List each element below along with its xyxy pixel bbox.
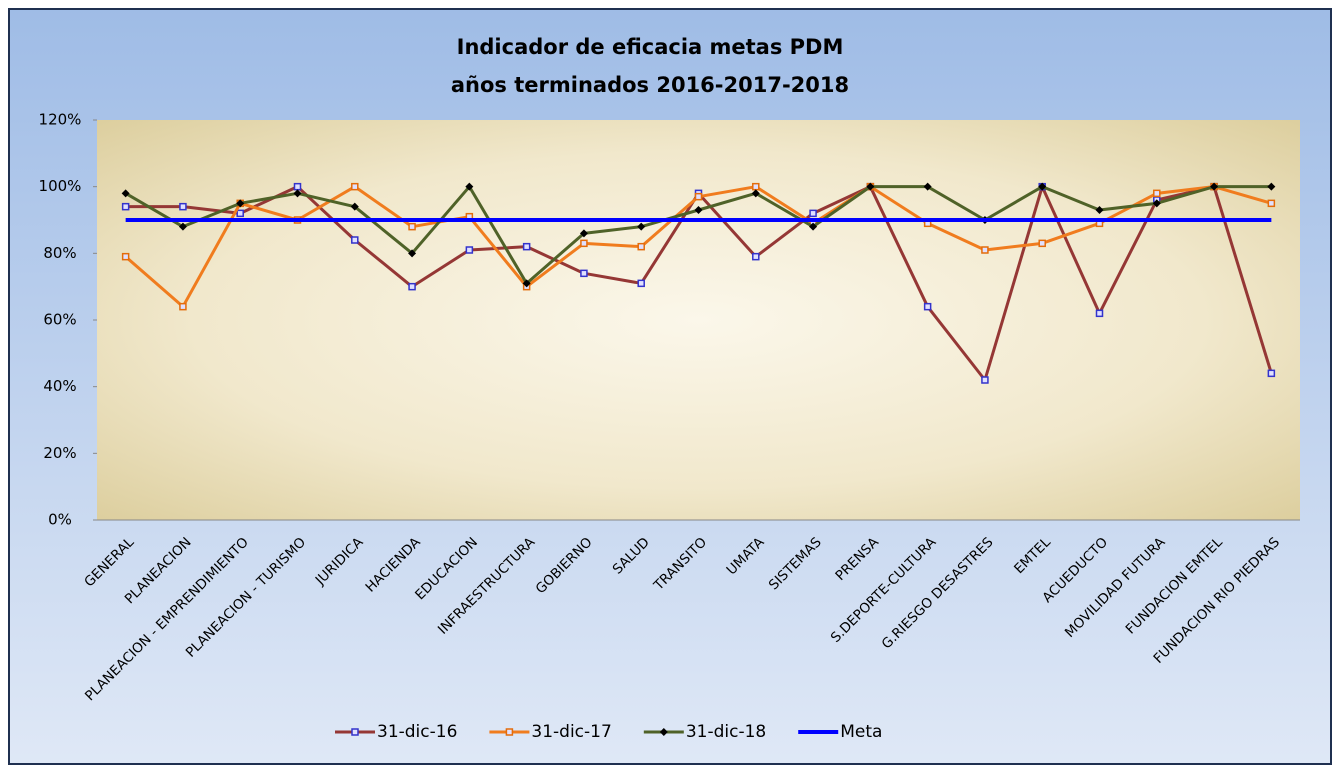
- y-tick-label: 120%: [39, 111, 82, 129]
- line-marker: [293, 182, 302, 191]
- line-marker: [408, 282, 416, 291]
- line-marker: [121, 252, 130, 261]
- line-marker: [580, 239, 588, 248]
- y-tick-label: 100%: [39, 177, 82, 195]
- line-marker: [1095, 206, 1104, 214]
- y-tick-label: 0%: [48, 511, 72, 529]
- chart-subtitle: años terminados 2016-2017-2018: [451, 73, 849, 97]
- line-marker: [121, 189, 130, 198]
- line-marker: [752, 182, 760, 191]
- line-marker: [637, 279, 645, 288]
- line-marker: [408, 249, 417, 258]
- legend-marker: [351, 728, 359, 736]
- line-marker: [981, 246, 989, 254]
- line-marker: [1267, 369, 1276, 378]
- line-marker: [179, 202, 187, 211]
- line-marker: [1153, 189, 1161, 198]
- line-marker: [637, 222, 646, 231]
- line-marker: [981, 376, 989, 384]
- line-marker: [866, 182, 875, 191]
- legend-label: 31-dic-18: [686, 722, 766, 742]
- line-marker: [809, 222, 818, 231]
- line-marker: [580, 269, 588, 278]
- line-marker: [121, 202, 130, 211]
- line-marker: [522, 279, 531, 288]
- y-tick-label: 60%: [43, 311, 76, 329]
- plot-area: [97, 120, 1300, 520]
- line-marker: [751, 189, 760, 198]
- line-marker: [179, 302, 187, 311]
- line-marker: [465, 246, 474, 254]
- line-marker: [637, 242, 645, 251]
- line-marker: [1267, 199, 1276, 208]
- legend-label: Meta: [840, 722, 882, 742]
- chart-title: Indicador de eficacia metas PDM: [457, 35, 844, 59]
- line-marker: [1152, 199, 1161, 208]
- line-marker: [1038, 239, 1046, 248]
- line-marker: [923, 182, 932, 191]
- line-marker: [694, 192, 703, 201]
- line-marker: [694, 206, 703, 214]
- line-marker: [408, 222, 416, 231]
- line-marker: [351, 182, 359, 191]
- line-marker: [465, 182, 474, 191]
- line-marker: [522, 242, 531, 251]
- line-marker: [178, 222, 187, 231]
- y-tick-label: 80%: [43, 244, 76, 262]
- line-marker: [809, 209, 817, 218]
- line-marker: [351, 236, 359, 244]
- legend-marker: [659, 728, 668, 736]
- line-marker: [579, 229, 588, 238]
- y-tick-label: 20%: [43, 444, 76, 462]
- line-marker: [923, 302, 932, 311]
- line-marker: [236, 199, 245, 208]
- legend-marker: [505, 728, 514, 736]
- line-marker: [236, 209, 244, 218]
- legend-label: 31-dic-16: [377, 722, 457, 742]
- line-marker: [1095, 309, 1104, 318]
- line-marker: [752, 252, 760, 261]
- line-marker: [350, 202, 359, 211]
- legend-label: 31-dic-17: [531, 722, 611, 742]
- line-marker: [293, 189, 302, 198]
- line-marker: [1038, 182, 1047, 191]
- line-marker: [1210, 182, 1219, 191]
- line-marker: [1267, 182, 1276, 191]
- y-tick-label: 40%: [43, 377, 76, 395]
